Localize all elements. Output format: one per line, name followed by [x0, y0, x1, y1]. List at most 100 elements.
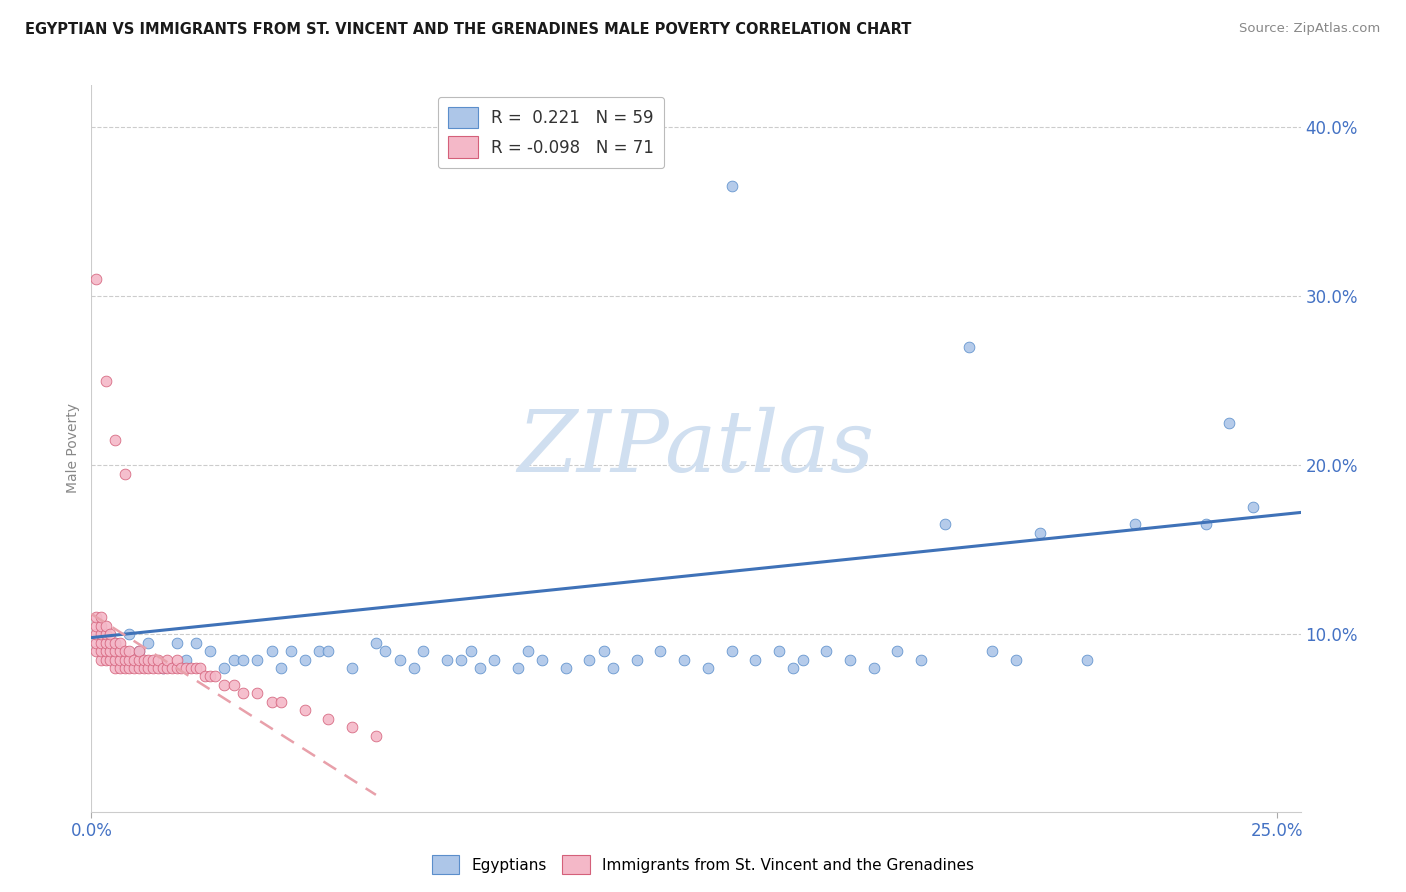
Point: [530, 652, 553, 666]
Point: [160, 661, 183, 675]
Point: [128, 652, 150, 666]
Point: [1076, 652, 1098, 666]
Point: [484, 652, 506, 666]
Point: [84, 272, 107, 286]
Point: [98, 644, 121, 658]
Point: [94, 644, 117, 658]
Point: [174, 652, 197, 666]
Point: [84, 635, 107, 649]
Point: [84, 619, 107, 633]
Point: [152, 661, 174, 675]
Point: [554, 661, 576, 675]
Point: [720, 644, 742, 658]
Point: [118, 627, 141, 641]
Point: [118, 652, 141, 666]
Point: [294, 652, 316, 666]
Point: [508, 661, 530, 675]
Point: [470, 661, 492, 675]
Point: [402, 661, 425, 675]
Point: [136, 652, 159, 666]
Point: [270, 661, 292, 675]
Point: [118, 661, 141, 675]
Point: [84, 627, 107, 641]
Point: [166, 635, 188, 649]
Point: [108, 652, 131, 666]
Point: [122, 652, 145, 666]
Point: [340, 720, 363, 734]
Point: [84, 610, 107, 624]
Point: [184, 635, 207, 649]
Point: [222, 652, 245, 666]
Point: [90, 652, 112, 666]
Point: [90, 627, 112, 641]
Point: [792, 652, 814, 666]
Point: [108, 635, 131, 649]
Point: [128, 661, 150, 675]
Point: [280, 644, 302, 658]
Point: [592, 644, 614, 658]
Point: [246, 652, 269, 666]
Point: [166, 661, 188, 675]
Point: [84, 644, 107, 658]
Point: [1241, 500, 1264, 515]
Point: [98, 627, 121, 641]
Legend: Egyptians, Immigrants from St. Vincent and the Grenadines: Egyptians, Immigrants from St. Vincent a…: [426, 849, 980, 880]
Point: [90, 635, 112, 649]
Point: [142, 661, 165, 675]
Point: [90, 619, 112, 633]
Point: [212, 661, 235, 675]
Point: [146, 652, 169, 666]
Point: [981, 644, 1004, 658]
Point: [146, 661, 169, 675]
Point: [294, 703, 316, 717]
Point: [152, 661, 174, 675]
Point: [412, 644, 434, 658]
Point: [108, 661, 131, 675]
Point: [815, 644, 838, 658]
Point: [156, 661, 179, 675]
Point: [104, 635, 127, 649]
Point: [212, 678, 235, 692]
Point: [136, 661, 159, 675]
Point: [104, 652, 127, 666]
Point: [1029, 525, 1052, 540]
Point: [650, 644, 672, 658]
Point: [626, 652, 648, 666]
Point: [198, 669, 221, 683]
Point: [114, 644, 136, 658]
Point: [934, 517, 956, 532]
Point: [98, 635, 121, 649]
Point: [94, 627, 117, 641]
Point: [720, 179, 742, 194]
Point: [94, 374, 117, 388]
Point: [136, 635, 159, 649]
Point: [436, 652, 458, 666]
Point: [128, 644, 150, 658]
Point: [782, 661, 804, 675]
Point: [1195, 517, 1218, 532]
Point: [118, 644, 141, 658]
Point: [190, 661, 212, 675]
Point: [204, 669, 226, 683]
Point: [673, 652, 696, 666]
Point: [104, 635, 127, 649]
Point: [222, 678, 245, 692]
Point: [516, 644, 538, 658]
Point: [132, 661, 155, 675]
Point: [232, 686, 254, 700]
Point: [886, 644, 908, 658]
Point: [90, 644, 112, 658]
Point: [768, 644, 790, 658]
Point: [1218, 416, 1240, 430]
Text: EGYPTIAN VS IMMIGRANTS FROM ST. VINCENT AND THE GRENADINES MALE POVERTY CORRELAT: EGYPTIAN VS IMMIGRANTS FROM ST. VINCENT …: [25, 22, 911, 37]
Point: [460, 644, 482, 658]
Point: [696, 661, 718, 675]
Point: [180, 661, 202, 675]
Point: [1123, 517, 1146, 532]
Point: [156, 652, 179, 666]
Point: [90, 610, 112, 624]
Point: [194, 669, 217, 683]
Point: [862, 661, 884, 675]
Point: [246, 686, 269, 700]
Point: [114, 661, 136, 675]
